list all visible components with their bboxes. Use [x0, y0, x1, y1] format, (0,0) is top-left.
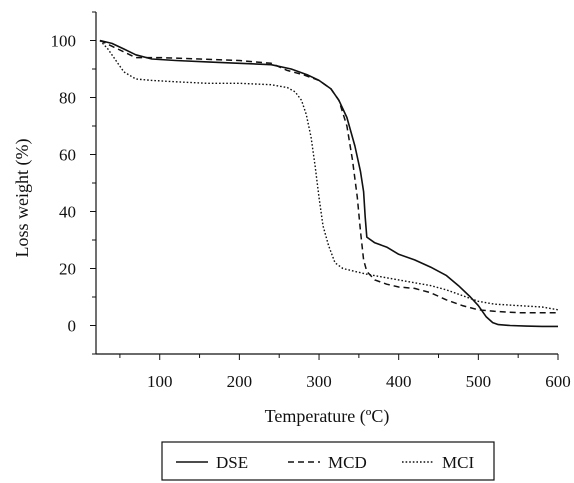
series-line-dse: [99, 39, 558, 328]
axes: 0 20 40 60 80 100 100 200 300 400 500 600: [51, 11, 571, 391]
series-line-mcd: [99, 39, 558, 314]
legend-label-mcd: MCD: [328, 453, 367, 472]
y-tick-label: 80: [59, 89, 76, 108]
x-tick-label: 300: [306, 372, 332, 391]
x-tick-label: 600: [545, 372, 571, 391]
plot-area: [99, 39, 559, 328]
y-tick-label: 20: [59, 260, 76, 279]
y-axis-title: Loss weight (%): [12, 139, 33, 258]
x-tick-label: 100: [147, 372, 173, 391]
y-tick-label: 100: [51, 32, 77, 51]
legend-box: [161, 441, 495, 481]
series-line-mci: [99, 40, 559, 311]
x-tick-label: 200: [227, 372, 253, 391]
y-tick-label: 40: [59, 203, 76, 222]
x-tick-label: 400: [386, 372, 412, 391]
legend-label-dse: DSE: [216, 453, 248, 472]
legend-label-mci: MCI: [442, 453, 474, 472]
y-tick-label: 60: [59, 146, 76, 165]
legend: DSE MCD MCI: [161, 441, 495, 481]
y-tick-label: 0: [68, 317, 77, 336]
x-axis-title: Temperature (ºC): [265, 406, 390, 427]
x-tick-label: 500: [466, 372, 492, 391]
